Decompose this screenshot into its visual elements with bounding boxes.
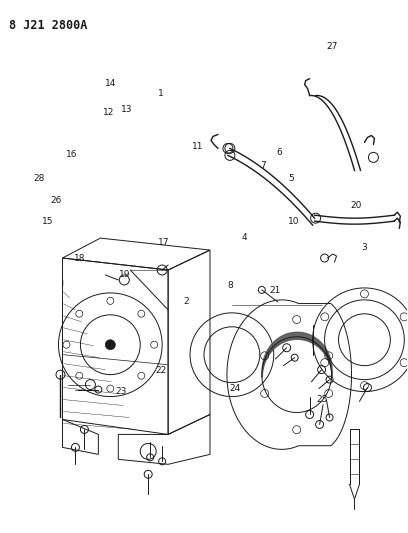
- Circle shape: [105, 340, 115, 350]
- Text: 22: 22: [156, 366, 167, 375]
- Text: 5: 5: [288, 174, 294, 183]
- Text: 6: 6: [276, 148, 282, 157]
- Text: 8 J21 2800A: 8 J21 2800A: [9, 19, 87, 32]
- Text: 28: 28: [33, 174, 45, 183]
- Text: 1: 1: [158, 90, 164, 99]
- Text: 2: 2: [183, 296, 188, 305]
- Text: 14: 14: [105, 79, 116, 88]
- Text: 26: 26: [50, 196, 61, 205]
- Text: 27: 27: [326, 42, 338, 51]
- Text: 10: 10: [288, 217, 299, 226]
- Text: 16: 16: [66, 150, 78, 159]
- Text: 11: 11: [192, 142, 204, 151]
- Text: 13: 13: [121, 106, 133, 114]
- Text: 12: 12: [103, 108, 114, 117]
- Text: 18: 18: [74, 254, 86, 263]
- Text: 7: 7: [260, 161, 266, 170]
- Text: 19: 19: [119, 270, 131, 279]
- Text: 3: 3: [362, 244, 368, 253]
- Text: 23: 23: [115, 387, 126, 396]
- Text: 20: 20: [351, 201, 362, 210]
- Text: 15: 15: [42, 217, 53, 226]
- Text: 25: 25: [316, 395, 328, 404]
- Text: 8: 8: [228, 280, 233, 289]
- Text: 24: 24: [229, 384, 240, 393]
- Text: 4: 4: [242, 233, 248, 242]
- Text: 21: 21: [269, 286, 281, 295]
- Text: 17: 17: [157, 238, 169, 247]
